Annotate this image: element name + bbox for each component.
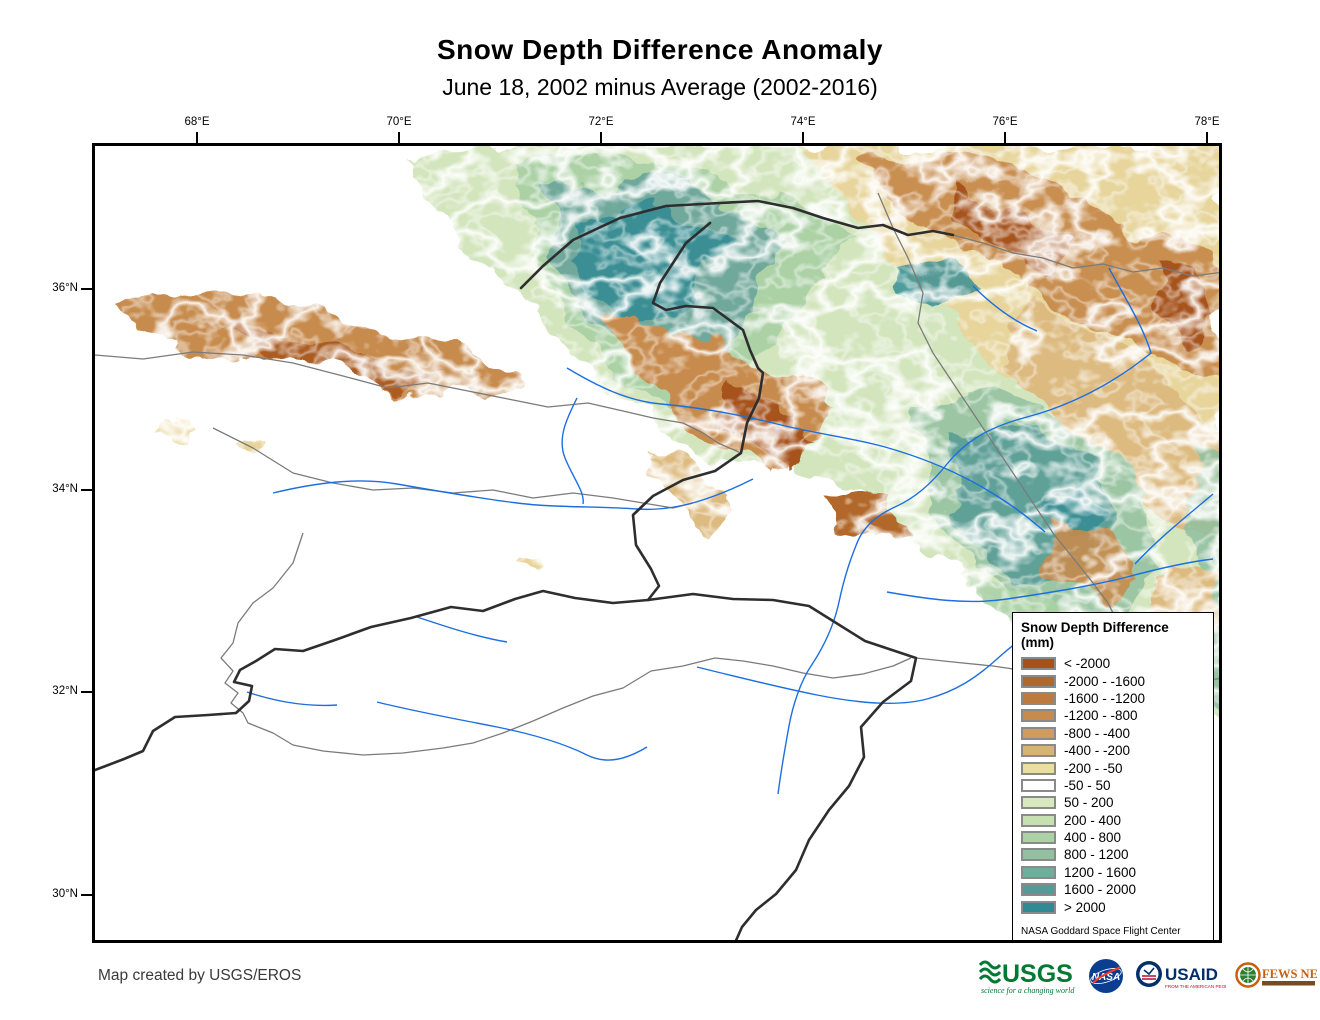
lat-label: 30°N — [52, 888, 78, 900]
legend-row: -50 - 50 — [1021, 777, 1205, 794]
basin-boundaries — [95, 192, 1219, 774]
legend-label: -1200 - -800 — [1064, 708, 1138, 724]
usaid-tagline: FROM THE AMERICAN PEOPLE — [1165, 984, 1226, 989]
legend-row: -1200 - -800 — [1021, 707, 1205, 724]
legend-row: 50 - 200 — [1021, 794, 1205, 811]
usaid-logo: USAID FROM THE AMERICAN PEOPLE — [1134, 956, 1234, 1001]
lat-tick — [81, 288, 92, 290]
nasa-orbit — [1090, 967, 1122, 984]
legend-swatch — [1021, 848, 1056, 862]
lat-label: 34°N — [52, 483, 78, 495]
usgs-tagline: science for a changing world — [981, 986, 1075, 995]
legend-swatch — [1021, 744, 1056, 758]
legend-label: 1200 - 1600 — [1064, 864, 1137, 880]
lat-label: 36°N — [52, 282, 78, 294]
legend-swatch — [1021, 709, 1056, 723]
fewsnet-logo: FEWS NET — [1235, 956, 1320, 1001]
legend-label: -1600 - -1200 — [1064, 690, 1146, 706]
usaid-handshake — [1143, 966, 1155, 975]
map-title: Snow Depth Difference Anomaly — [437, 34, 883, 65]
legend-row: 400 - 800 — [1021, 829, 1205, 846]
legend-swatch — [1021, 796, 1056, 810]
rivers — [246, 267, 1214, 795]
legend: Snow Depth Difference (mm) < -2000 -2000… — [1012, 612, 1214, 940]
legend-row: -800 - -400 — [1021, 725, 1205, 742]
legend-swatch — [1021, 813, 1056, 827]
lon-label: 70°E — [386, 116, 412, 128]
lon-label: 76°E — [992, 116, 1018, 128]
fewsnet-wordmark: FEWS NET — [1262, 967, 1317, 981]
usgs-wave-icon — [978, 960, 1002, 983]
legend-swatch — [1021, 657, 1056, 671]
usaid-wordmark: USAID — [1165, 965, 1218, 984]
lon-tick — [196, 132, 198, 143]
legend-swatch — [1021, 761, 1056, 775]
legend-row: -2000 - -1600 — [1021, 672, 1205, 689]
usaid-stripes — [1142, 974, 1156, 980]
legend-label: -200 - -50 — [1064, 760, 1123, 776]
lat-tick — [81, 489, 92, 491]
legend-swatch — [1021, 831, 1056, 845]
lat-label: 32°N — [52, 685, 78, 697]
nasa-logo: NASA — [1087, 957, 1125, 1000]
nasa-wordmark: NASA — [1092, 972, 1120, 983]
lon-label: 78°E — [1194, 116, 1220, 128]
legend-row: 200 - 400 — [1021, 812, 1205, 829]
legend-row: 1200 - 1600 — [1021, 864, 1205, 881]
lon-label: 74°E — [790, 116, 816, 128]
legend-swatch — [1021, 726, 1056, 740]
legend-swatch — [1021, 778, 1056, 792]
map-area: Snow Depth Difference (mm) < -2000 -2000… — [92, 143, 1222, 943]
legend-label: 50 - 200 — [1064, 795, 1114, 811]
legend-row: -200 - -50 — [1021, 759, 1205, 776]
lon-tick — [1206, 132, 1208, 143]
legend-row: > 2000 — [1021, 898, 1205, 915]
legend-row: 800 - 1200 — [1021, 846, 1205, 863]
nasa-chevron — [1092, 965, 1121, 984]
usgs-logo: USGS science for a changing world — [978, 955, 1078, 1002]
legend-title: Snow Depth Difference (mm) — [1021, 620, 1169, 650]
legend-note: NASA Goddard Space Flight Center Noah 3.… — [1021, 925, 1181, 940]
lat-tick — [81, 894, 92, 896]
legend-swatch — [1021, 865, 1056, 879]
legend-label: -800 - -400 — [1064, 725, 1131, 741]
lon-tick — [600, 132, 602, 143]
lon-tick — [1004, 132, 1006, 143]
international-borders — [95, 199, 955, 940]
fewsnet-bar — [1262, 980, 1315, 985]
legend-swatch — [1021, 883, 1056, 897]
lon-tick — [398, 132, 400, 143]
legend-swatch — [1021, 674, 1056, 688]
map-credit: Map created by USGS/EROS — [98, 967, 302, 984]
legend-label: 1600 - 2000 — [1064, 882, 1137, 898]
lon-label: 72°E — [588, 116, 614, 128]
legend-label: -2000 - -1600 — [1064, 673, 1146, 689]
legend-label: 200 - 400 — [1064, 812, 1122, 828]
legend-label: 400 - 800 — [1064, 830, 1122, 846]
legend-label: 800 - 1200 — [1064, 847, 1129, 863]
legend-label: < -2000 — [1064, 656, 1111, 672]
usgs-wordmark: USGS — [1002, 960, 1073, 988]
legend-row: 1600 - 2000 — [1021, 881, 1205, 898]
snow-depth-anomaly-map — [95, 146, 1219, 940]
legend-label: -50 - 50 — [1064, 777, 1111, 793]
legend-row: < -2000 — [1021, 655, 1205, 672]
legend-swatch — [1021, 691, 1056, 705]
legend-swatch — [1021, 900, 1056, 914]
legend-label: > 2000 — [1064, 899, 1106, 915]
map-subtitle: June 18, 2002 minus Average (2002-2016) — [442, 74, 878, 100]
lon-label: 68°E — [184, 116, 210, 128]
legend-label: -400 - -200 — [1064, 743, 1131, 759]
legend-row: -1600 - -1200 — [1021, 690, 1205, 707]
lon-tick — [802, 132, 804, 143]
legend-row: -400 - -200 — [1021, 742, 1205, 759]
agency-logos: USGS science for a changing world NASA U… — [978, 955, 1320, 1002]
lat-tick — [81, 691, 92, 693]
